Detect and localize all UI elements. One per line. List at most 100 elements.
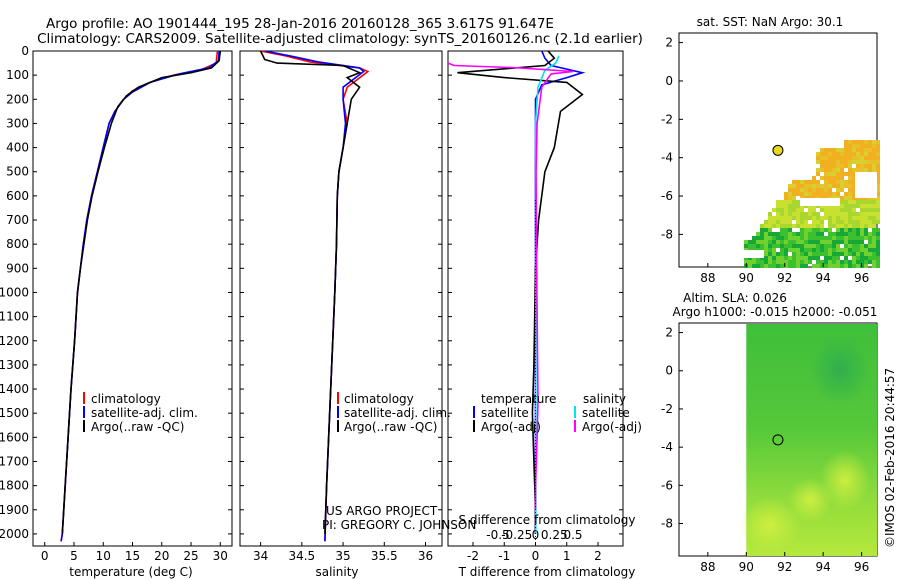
map-x-tick-label: 92 bbox=[777, 560, 792, 574]
sst-pixel bbox=[852, 176, 856, 180]
sst-pixel bbox=[808, 184, 812, 188]
sst-pixel bbox=[872, 220, 876, 224]
sst-pixel bbox=[860, 152, 864, 156]
sst-pixel bbox=[788, 240, 792, 244]
map-y-tick-label: -2 bbox=[661, 402, 673, 416]
sst-pixel bbox=[820, 260, 824, 264]
sst-pixel bbox=[840, 184, 844, 188]
sst-pixel bbox=[852, 220, 856, 224]
sst-pixel bbox=[860, 228, 864, 232]
x-tick-label: 36 bbox=[418, 549, 433, 563]
sst-pixel bbox=[872, 256, 876, 260]
sst-pixel bbox=[848, 192, 852, 196]
legend-salinity-heading: salinity bbox=[583, 392, 626, 406]
sst-pixel bbox=[860, 168, 864, 172]
sst-pixel bbox=[820, 184, 824, 188]
sst-pixel bbox=[860, 244, 864, 248]
sst-pixel bbox=[752, 264, 756, 268]
sst-pixel bbox=[816, 244, 820, 248]
sst-pixel bbox=[836, 192, 840, 196]
sst-pixel bbox=[876, 160, 880, 164]
sst-pixel bbox=[844, 212, 848, 216]
sla-field bbox=[740, 324, 877, 556]
sst-pixel bbox=[820, 220, 824, 224]
sst-pixel bbox=[784, 204, 788, 208]
sst-pixel bbox=[804, 264, 808, 268]
sst-pixel bbox=[744, 240, 748, 244]
sst-pixel bbox=[792, 240, 796, 244]
sst-pixel bbox=[812, 232, 816, 236]
temperature-legend: climatology satellite-adj. clim. Argo(..… bbox=[83, 392, 198, 434]
sst-pixel bbox=[876, 180, 880, 184]
sst-pixel bbox=[868, 152, 872, 156]
y-tick-label: 500 bbox=[6, 165, 29, 179]
sst-pixel bbox=[836, 224, 840, 228]
salinity-satellite-line bbox=[534, 55, 560, 534]
sst-pixel bbox=[848, 144, 852, 148]
sst-pixel bbox=[768, 264, 772, 268]
sla-map-title-line1: Altim. SLA: 0.026 bbox=[683, 291, 787, 305]
sst-pixel bbox=[848, 168, 852, 172]
sst-pixel bbox=[860, 204, 864, 208]
salinity-difference-axis: -0.5-0.25 0 0.250.5 bbox=[486, 528, 582, 542]
sst-pixel bbox=[856, 148, 860, 152]
sst-pixel bbox=[848, 140, 852, 144]
y-tick-label: 700 bbox=[6, 213, 29, 227]
sst-pixel bbox=[804, 236, 808, 240]
sst-pixel bbox=[820, 240, 824, 244]
x-tick-label: 5 bbox=[70, 549, 78, 563]
sst-pixel bbox=[872, 264, 876, 268]
sst-pixel bbox=[852, 244, 856, 248]
sst-pixel bbox=[792, 232, 796, 236]
sst-pixel bbox=[776, 208, 780, 212]
sst-pixel bbox=[784, 232, 788, 236]
sst-pixel bbox=[820, 232, 824, 236]
sst-pixel bbox=[848, 156, 852, 160]
sst-pixel bbox=[836, 188, 840, 192]
sst-pixel bbox=[820, 208, 824, 212]
legend-argo-label: Argo(..raw -QC) bbox=[344, 420, 437, 434]
sst-pixel bbox=[764, 224, 768, 228]
sst-pixel bbox=[848, 228, 852, 232]
sst-pixel bbox=[788, 196, 792, 200]
sst-pixel bbox=[852, 200, 856, 204]
sst-pixel bbox=[876, 256, 880, 260]
sst-pixel bbox=[832, 192, 836, 196]
sst-pixel bbox=[872, 228, 876, 232]
sst-pixel bbox=[836, 216, 840, 220]
sla-blob bbox=[788, 478, 832, 522]
pressure-axis: 0 100 200 300 400 500 600 700 800 900 1000 1100 1200… bbox=[0, 44, 232, 541]
sst-pixel bbox=[796, 180, 800, 184]
sst-pixel bbox=[776, 252, 780, 256]
sst-pixel bbox=[832, 208, 836, 212]
sst-pixel bbox=[848, 232, 852, 236]
sst-pixel bbox=[808, 232, 812, 236]
sst-pixel bbox=[852, 148, 856, 152]
sst-pixel bbox=[832, 236, 836, 240]
sst-pixel bbox=[772, 244, 776, 248]
sst-pixel bbox=[836, 156, 840, 160]
temperature-series bbox=[60, 51, 222, 542]
sst-pixel bbox=[864, 236, 868, 240]
sst-pixel bbox=[840, 224, 844, 228]
sst-pixel bbox=[768, 240, 772, 244]
sst-pixel bbox=[844, 216, 848, 220]
sst-pixel bbox=[788, 208, 792, 212]
s-tick-label: -0.25 bbox=[501, 528, 532, 542]
sst-pixel bbox=[796, 224, 800, 228]
sst-pixel bbox=[784, 228, 788, 232]
sst-pixel bbox=[816, 220, 820, 224]
sst-pixel bbox=[844, 220, 848, 224]
map-x-tick-label: 90 bbox=[739, 271, 754, 285]
sst-pixel bbox=[812, 192, 816, 196]
x-tick-label: -1 bbox=[498, 549, 510, 563]
sst-pixel bbox=[828, 232, 832, 236]
sst-pixel bbox=[780, 220, 784, 224]
map-y-tick-label: 0 bbox=[665, 364, 673, 378]
sst-pixel bbox=[784, 248, 788, 252]
sst-pixel bbox=[868, 160, 872, 164]
sst-pixel bbox=[780, 216, 784, 220]
sst-pixel bbox=[848, 200, 852, 204]
sst-pixel bbox=[788, 212, 792, 216]
sst-pixel bbox=[872, 224, 876, 228]
